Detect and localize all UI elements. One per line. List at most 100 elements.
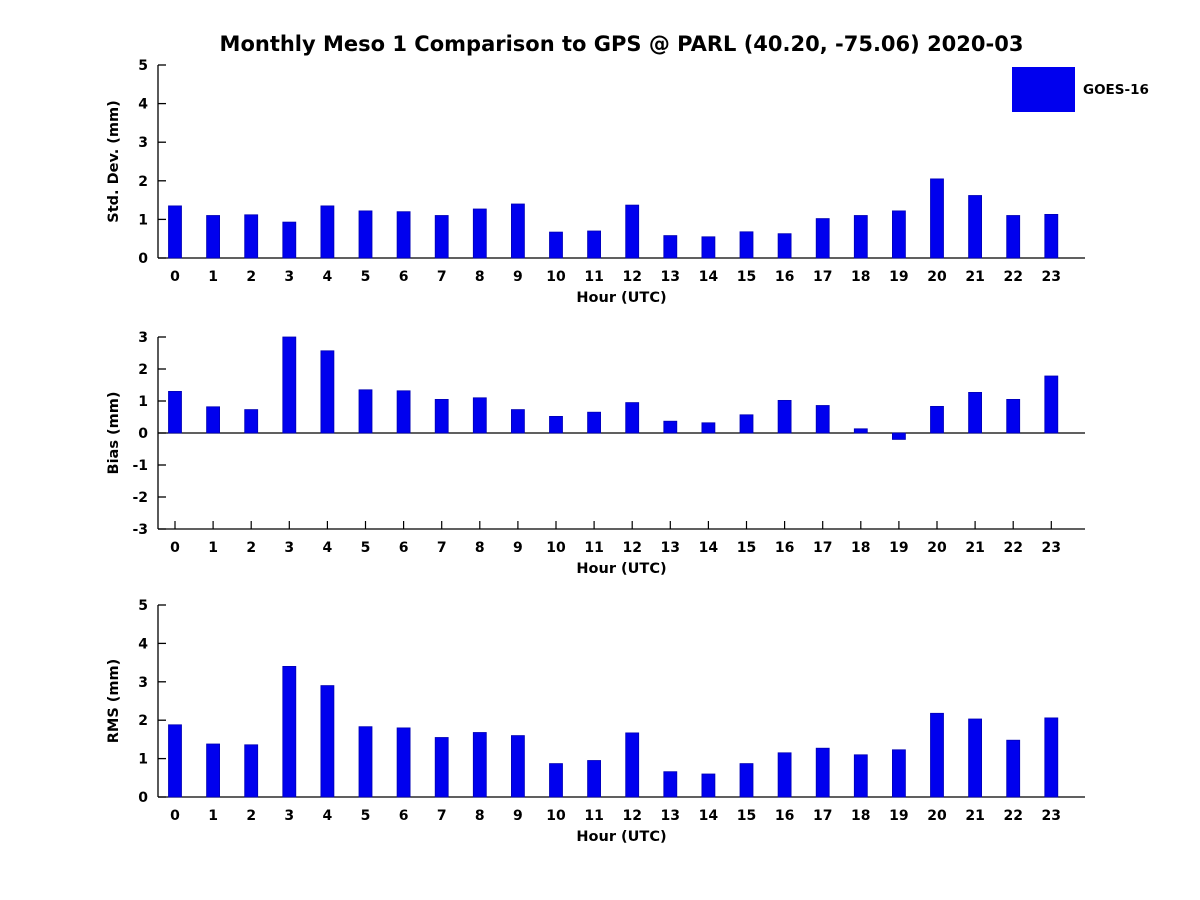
svg-text:0: 0 bbox=[138, 251, 148, 267]
bar-hour-2 bbox=[244, 409, 259, 434]
bar-hour-4 bbox=[320, 685, 335, 798]
bar-hour-17 bbox=[815, 747, 830, 798]
bar-hour-14 bbox=[701, 236, 716, 259]
svg-text:3: 3 bbox=[284, 540, 294, 556]
bar-hour-22 bbox=[1006, 398, 1021, 434]
bar-hour-18 bbox=[853, 754, 868, 798]
bar-hour-23 bbox=[1044, 375, 1059, 434]
svg-text:9: 9 bbox=[513, 540, 523, 556]
bar-hour-5 bbox=[358, 389, 373, 434]
svg-text:5: 5 bbox=[361, 540, 371, 556]
svg-text:3: 3 bbox=[284, 808, 294, 824]
bar-hour-2 bbox=[244, 744, 259, 798]
svg-text:2: 2 bbox=[138, 713, 148, 729]
svg-text:12: 12 bbox=[622, 269, 641, 285]
svg-text:6: 6 bbox=[399, 269, 409, 285]
svg-text:11: 11 bbox=[584, 540, 603, 556]
svg-text:7: 7 bbox=[437, 540, 447, 556]
bar-hour-14 bbox=[701, 773, 716, 798]
svg-text:9: 9 bbox=[513, 269, 523, 285]
svg-text:4: 4 bbox=[138, 97, 148, 113]
legend-swatch-goes16 bbox=[1012, 67, 1075, 112]
svg-text:1: 1 bbox=[208, 540, 218, 556]
svg-text:12: 12 bbox=[622, 808, 641, 824]
bar-hour-8 bbox=[472, 397, 487, 434]
svg-text:23: 23 bbox=[1042, 269, 1061, 285]
bar-hour-22 bbox=[1006, 215, 1021, 259]
svg-text:Std. Dev. (mm): Std. Dev. (mm) bbox=[106, 100, 122, 222]
bar-hour-15 bbox=[739, 414, 754, 434]
bar-hour-3 bbox=[282, 221, 297, 259]
svg-text:11: 11 bbox=[584, 269, 603, 285]
svg-text:4: 4 bbox=[323, 808, 333, 824]
svg-text:Hour (UTC): Hour (UTC) bbox=[576, 829, 666, 845]
bar-hour-15 bbox=[739, 763, 754, 798]
bar-hour-7 bbox=[434, 215, 449, 259]
bar-hour-12 bbox=[625, 402, 640, 434]
bar-hour-12 bbox=[625, 732, 640, 798]
svg-text:21: 21 bbox=[965, 269, 984, 285]
bar-hour-0 bbox=[168, 724, 182, 798]
bar-hour-23 bbox=[1044, 213, 1059, 259]
svg-text:0: 0 bbox=[138, 790, 148, 806]
svg-text:7: 7 bbox=[437, 269, 447, 285]
svg-text:22: 22 bbox=[1003, 269, 1022, 285]
bar-hour-18 bbox=[853, 215, 868, 259]
svg-text:Bias (mm): Bias (mm) bbox=[106, 392, 122, 475]
svg-text:4: 4 bbox=[323, 540, 333, 556]
svg-text:0: 0 bbox=[138, 426, 148, 442]
bars-goes-16 bbox=[168, 336, 1059, 440]
svg-text:2: 2 bbox=[246, 540, 256, 556]
bar-hour-6 bbox=[396, 211, 411, 259]
svg-text:8: 8 bbox=[475, 808, 485, 824]
svg-text:18: 18 bbox=[851, 269, 870, 285]
bar-hour-21 bbox=[968, 195, 982, 259]
svg-text:Hour (UTC): Hour (UTC) bbox=[576, 561, 666, 577]
svg-text:21: 21 bbox=[965, 540, 984, 556]
svg-text:8: 8 bbox=[475, 540, 485, 556]
svg-text:1: 1 bbox=[138, 212, 148, 228]
svg-text:-3: -3 bbox=[132, 522, 148, 538]
svg-text:RMS (mm): RMS (mm) bbox=[106, 659, 122, 744]
svg-text:4: 4 bbox=[138, 636, 148, 652]
bar-hour-9 bbox=[510, 735, 525, 798]
bar-hour-10 bbox=[549, 763, 563, 798]
svg-text:23: 23 bbox=[1042, 808, 1061, 824]
svg-text:3: 3 bbox=[284, 269, 294, 285]
svg-text:-2: -2 bbox=[132, 490, 148, 506]
bar-hour-9 bbox=[510, 203, 525, 259]
svg-text:17: 17 bbox=[813, 808, 832, 824]
svg-text:14: 14 bbox=[699, 808, 719, 824]
bar-hour-4 bbox=[320, 350, 335, 434]
svg-text:9: 9 bbox=[513, 808, 523, 824]
bar-hour-7 bbox=[434, 737, 449, 798]
bar-hour-13 bbox=[663, 235, 678, 259]
bar-hour-1 bbox=[206, 406, 221, 434]
svg-text:15: 15 bbox=[737, 808, 756, 824]
bar-hour-11 bbox=[587, 411, 601, 434]
bar-hour-16 bbox=[777, 233, 792, 259]
bar-hour-10 bbox=[549, 231, 563, 259]
bar-hour-20 bbox=[930, 712, 944, 798]
bar-hour-10 bbox=[549, 415, 563, 434]
svg-text:12: 12 bbox=[622, 540, 641, 556]
bar-hour-21 bbox=[968, 391, 982, 434]
bar-hour-8 bbox=[472, 732, 487, 798]
bar-hour-11 bbox=[587, 760, 601, 798]
svg-text:16: 16 bbox=[775, 808, 794, 824]
svg-text:20: 20 bbox=[927, 540, 947, 556]
svg-text:22: 22 bbox=[1003, 540, 1022, 556]
bar-hour-17 bbox=[815, 218, 830, 259]
svg-text:21: 21 bbox=[965, 808, 984, 824]
svg-text:17: 17 bbox=[813, 540, 832, 556]
bar-hour-0 bbox=[168, 390, 182, 434]
svg-text:16: 16 bbox=[775, 540, 794, 556]
svg-text:13: 13 bbox=[661, 808, 680, 824]
svg-text:19: 19 bbox=[889, 540, 908, 556]
svg-text:19: 19 bbox=[889, 808, 908, 824]
svg-text:14: 14 bbox=[699, 540, 719, 556]
bars-goes-16 bbox=[168, 178, 1059, 259]
bar-hour-7 bbox=[434, 398, 449, 434]
svg-text:-1: -1 bbox=[132, 458, 148, 474]
